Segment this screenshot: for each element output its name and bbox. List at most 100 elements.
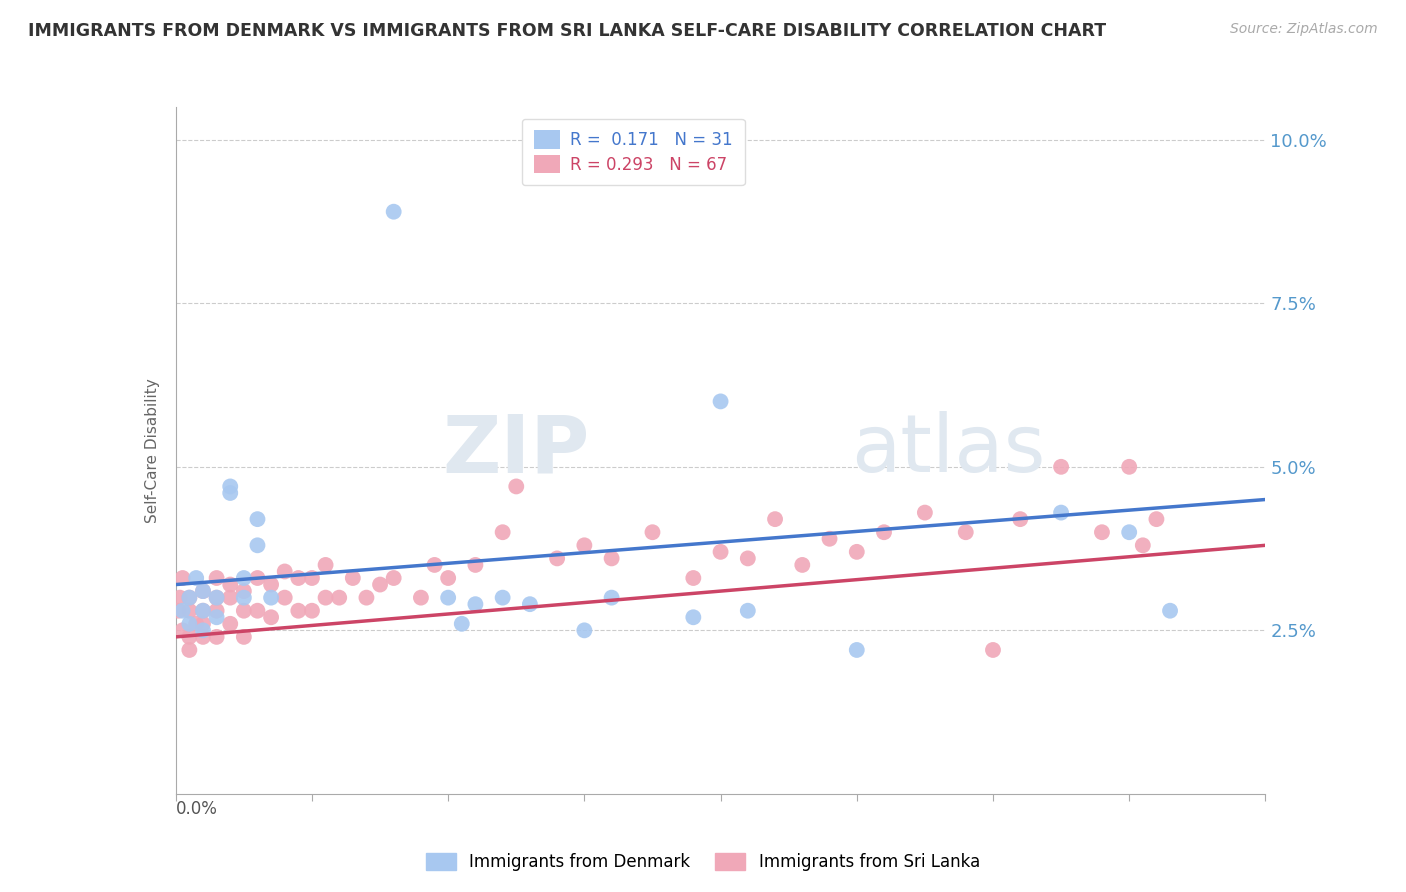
Point [179, 643, 201, 657]
Point [914, 506, 936, 520]
Point [710, 545, 733, 559]
Point [1010, 512, 1032, 526]
Point [232, 630, 254, 644]
Point [423, 558, 446, 572]
Point [1050, 459, 1073, 474]
Y-axis label: Self-Care Disability: Self-Care Disability [145, 378, 160, 523]
Point [464, 558, 486, 572]
Point [219, 577, 242, 591]
Point [492, 525, 515, 540]
Point [710, 394, 733, 409]
Point [205, 630, 228, 644]
Point [186, 571, 208, 585]
Point [172, 571, 194, 585]
Point [450, 616, 472, 631]
Point [179, 591, 201, 605]
Point [246, 512, 269, 526]
Point [179, 616, 201, 631]
Legend: R =  0.171   N = 31, R = 0.293   N = 67: R = 0.171 N = 31, R = 0.293 N = 67 [522, 119, 745, 186]
Point [437, 591, 460, 605]
Point [763, 512, 786, 526]
Point [301, 604, 323, 618]
Point [301, 571, 323, 585]
Point [287, 571, 309, 585]
Point [246, 538, 269, 552]
Point [172, 624, 194, 638]
Point [382, 204, 405, 219]
Point [232, 584, 254, 599]
Point [191, 630, 214, 644]
Point [191, 616, 214, 631]
Point [205, 591, 228, 605]
Point [368, 577, 391, 591]
Point [191, 604, 214, 618]
Point [191, 584, 214, 599]
Point [205, 610, 228, 624]
Point [409, 591, 432, 605]
Point [845, 643, 868, 657]
Text: ZIP: ZIP [443, 411, 591, 490]
Point [845, 545, 868, 559]
Point [682, 571, 704, 585]
Point [682, 610, 704, 624]
Point [1091, 525, 1114, 540]
Point [600, 591, 623, 605]
Point [1159, 604, 1181, 618]
Point [232, 571, 254, 585]
Point [260, 591, 283, 605]
Point [574, 538, 596, 552]
Text: atlas: atlas [852, 411, 1046, 490]
Point [382, 571, 405, 585]
Point [274, 591, 297, 605]
Point [955, 525, 977, 540]
Point [546, 551, 568, 566]
Point [186, 616, 208, 631]
Point [191, 604, 214, 618]
Text: IMMIGRANTS FROM DENMARK VS IMMIGRANTS FROM SRI LANKA SELF-CARE DISABILITY CORREL: IMMIGRANTS FROM DENMARK VS IMMIGRANTS FR… [28, 22, 1107, 40]
Point [328, 591, 350, 605]
Point [342, 571, 364, 585]
Point [260, 577, 283, 591]
Point [873, 525, 896, 540]
Point [574, 624, 596, 638]
Point [1144, 512, 1167, 526]
Point [246, 571, 269, 585]
Point [1132, 538, 1154, 552]
Point [274, 565, 297, 579]
Point [205, 591, 228, 605]
Point [172, 604, 194, 618]
Point [464, 597, 486, 611]
Point [818, 532, 841, 546]
Point [737, 604, 759, 618]
Point [492, 591, 515, 605]
Point [219, 591, 242, 605]
Point [179, 604, 201, 618]
Point [505, 479, 527, 493]
Point [1118, 525, 1140, 540]
Point [167, 604, 190, 618]
Point [260, 610, 283, 624]
Point [1050, 506, 1073, 520]
Point [169, 591, 191, 605]
Text: Source: ZipAtlas.com: Source: ZipAtlas.com [1230, 22, 1378, 37]
Point [179, 591, 201, 605]
Point [981, 643, 1004, 657]
Legend: Immigrants from Denmark, Immigrants from Sri Lanka: Immigrants from Denmark, Immigrants from… [418, 845, 988, 880]
Point [641, 525, 664, 540]
Point [191, 584, 214, 599]
Point [232, 604, 254, 618]
Point [792, 558, 814, 572]
Point [219, 479, 242, 493]
Point [1118, 459, 1140, 474]
Point [179, 630, 201, 644]
Point [315, 558, 337, 572]
Point [219, 486, 242, 500]
Text: 0.0%: 0.0% [176, 800, 218, 818]
Point [737, 551, 759, 566]
Point [205, 604, 228, 618]
Point [287, 604, 309, 618]
Point [519, 597, 541, 611]
Point [356, 591, 378, 605]
Point [437, 571, 460, 585]
Point [205, 571, 228, 585]
